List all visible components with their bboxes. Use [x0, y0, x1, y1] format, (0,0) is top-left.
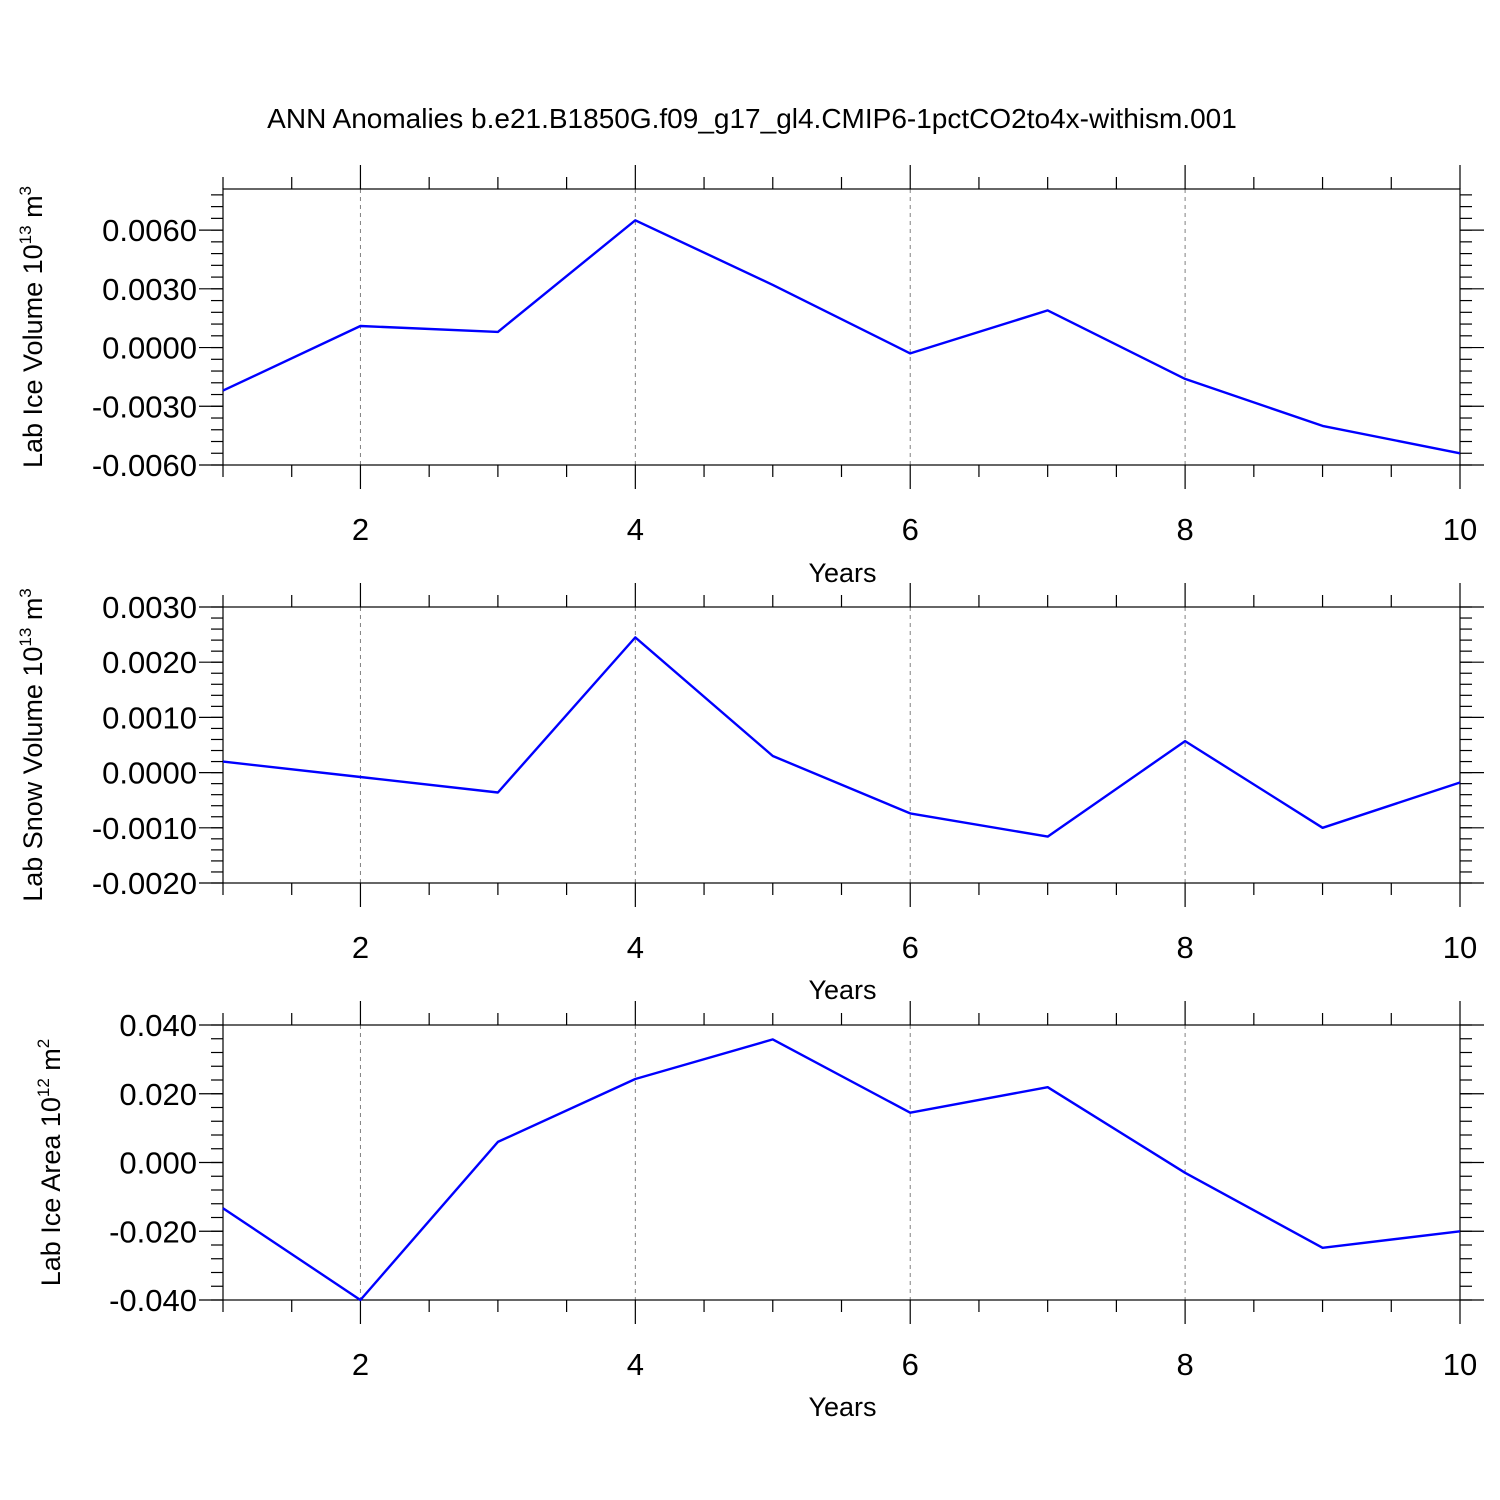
- y-axis-label: Lab Snow Volume 1013 m3: [16, 588, 48, 902]
- y-tick-label: 0.000: [119, 1146, 197, 1181]
- x-tick-label: 4: [627, 930, 644, 965]
- chart-title: ANN Anomalies b.e21.B1850G.f09_g17_gl4.C…: [267, 103, 1237, 134]
- series-line: [222, 1038, 1461, 1302]
- y-tick-label: -0.0060: [92, 448, 197, 483]
- series-line: [222, 219, 1461, 455]
- chart-panel-2: 2 4 6 8 10 Years -0.0020 -0.0010 0.0000 0.0010 0.0…: [16, 583, 1484, 1005]
- y-tick-label: -0.0030: [92, 389, 197, 424]
- x-tick-label: 10: [1443, 512, 1477, 547]
- x-axis-label: Years: [808, 975, 876, 1005]
- x-tick-label: 8: [1176, 1347, 1193, 1382]
- y-axis-label: Lab Ice Volume 1013 m3: [16, 186, 48, 468]
- x-tick-label: 2: [352, 1347, 369, 1382]
- x-tick-label: 10: [1443, 930, 1477, 965]
- y-tick-label: -0.040: [109, 1283, 197, 1318]
- x-axis-label: Years: [808, 1392, 876, 1422]
- x-tick-label: 6: [902, 1347, 919, 1382]
- chart-panel-3: 2 4 6 8 10 Years -0.040 -0.020 0.000 0.020 0.040 La…: [34, 1001, 1484, 1422]
- y-tick-label: 0.0030: [102, 590, 197, 625]
- x-tick-label: 4: [627, 512, 644, 547]
- y-tick-label: 0.0010: [102, 700, 197, 735]
- y-tick-label: 0.0060: [102, 213, 197, 248]
- x-tick-label: 2: [352, 930, 369, 965]
- y-tick-label: 0.0000: [102, 331, 197, 366]
- y-tick-label: 0.0020: [102, 645, 197, 680]
- y-axis-label: Lab Ice Area 1012 m2: [34, 1039, 66, 1287]
- chart-panel-1: 2 4 6 8 10 Years -0.0060 -0.0030 0.0000 0.0030 0.0…: [16, 165, 1484, 588]
- x-tick-label: 4: [627, 1347, 644, 1382]
- x-axis-label: Years: [808, 558, 876, 588]
- y-tick-label: 0.0030: [102, 272, 197, 307]
- x-tick-label: 8: [1176, 512, 1193, 547]
- y-tick-label: 0.040: [119, 1008, 197, 1043]
- x-tick-label: 2: [352, 512, 369, 547]
- y-tick-label: -0.0020: [92, 866, 197, 901]
- y-tick-label: -0.020: [109, 1214, 197, 1249]
- y-tick-label: 0.0000: [102, 756, 197, 791]
- y-tick-label: -0.0010: [92, 811, 197, 846]
- x-tick-label: 6: [902, 512, 919, 547]
- y-tick-label: 0.020: [119, 1077, 197, 1112]
- x-tick-label: 8: [1176, 930, 1193, 965]
- series-line: [222, 636, 1461, 838]
- x-tick-label: 6: [902, 930, 919, 965]
- plot-frame: [222, 1024, 1461, 1301]
- plot-frame: [222, 606, 1461, 884]
- x-tick-label: 10: [1443, 1347, 1477, 1382]
